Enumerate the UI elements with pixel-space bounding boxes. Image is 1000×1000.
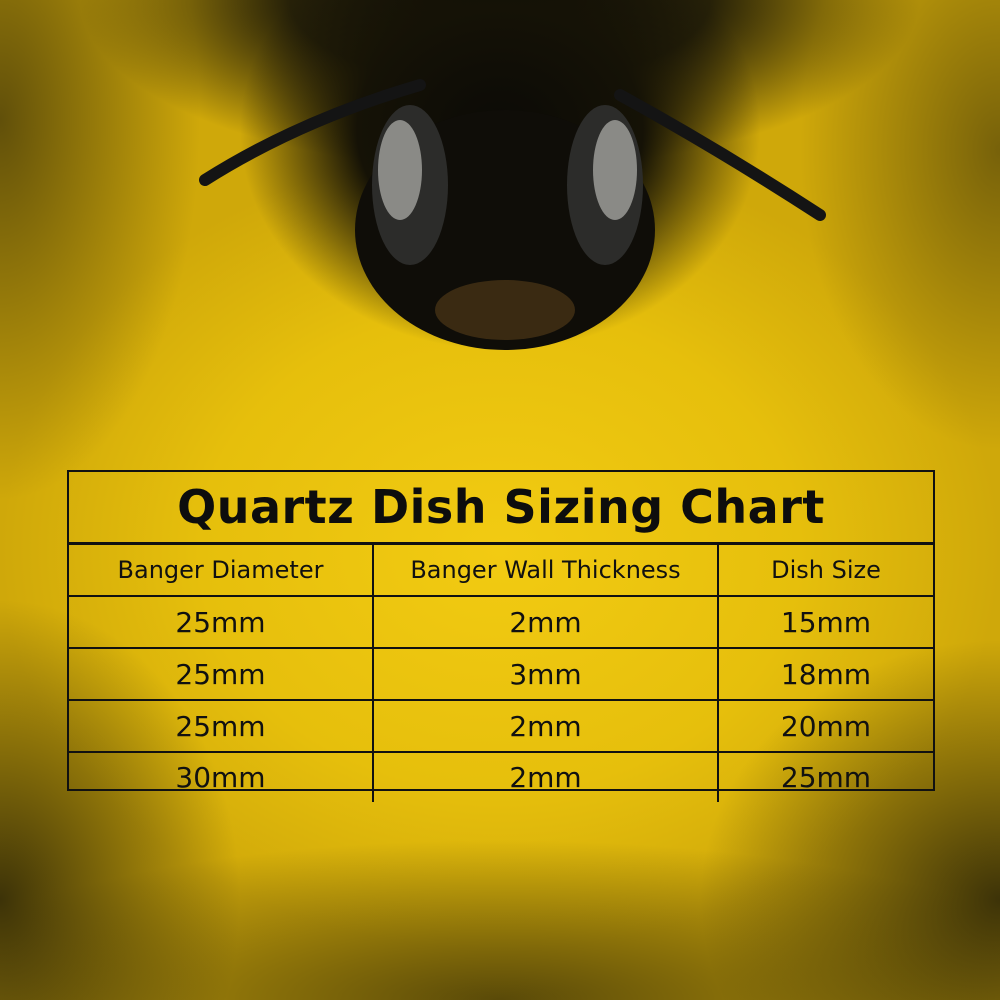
column-header: Banger Wall Thickness xyxy=(374,545,719,595)
table-cell: 15mm xyxy=(780,605,872,639)
table-cell: 25mm xyxy=(69,649,374,699)
table-title: Quartz Dish Sizing Chart xyxy=(69,472,933,545)
table-cell: 20mm xyxy=(780,709,872,743)
column-header: Banger Diameter xyxy=(69,545,374,595)
table-cell: 18mm xyxy=(780,657,872,691)
sizing-table: Quartz Dish Sizing Chart Banger Diameter… xyxy=(67,470,935,802)
column-header: Dish Size xyxy=(771,556,881,584)
table-row: 25mm 3mm 18mm xyxy=(69,649,933,701)
table-cell: 3mm xyxy=(374,649,719,699)
table-cell: 2mm xyxy=(374,753,719,802)
table-cell: 2mm xyxy=(374,597,719,647)
table-header-row: Banger Diameter Banger Wall Thickness Di… xyxy=(69,545,933,597)
bee-photo xyxy=(199,79,826,350)
table-cell: 25mm xyxy=(780,761,872,794)
table-cell: 25mm xyxy=(69,597,374,647)
table-row: 30mm 2mm 25mm xyxy=(69,753,933,802)
table-row: 25mm 2mm 15mm xyxy=(69,597,933,649)
table-row: 25mm 2mm 20mm xyxy=(69,701,933,753)
table-cell: 30mm xyxy=(69,753,374,802)
table-cell: 25mm xyxy=(69,701,374,751)
table-cell: 2mm xyxy=(374,701,719,751)
